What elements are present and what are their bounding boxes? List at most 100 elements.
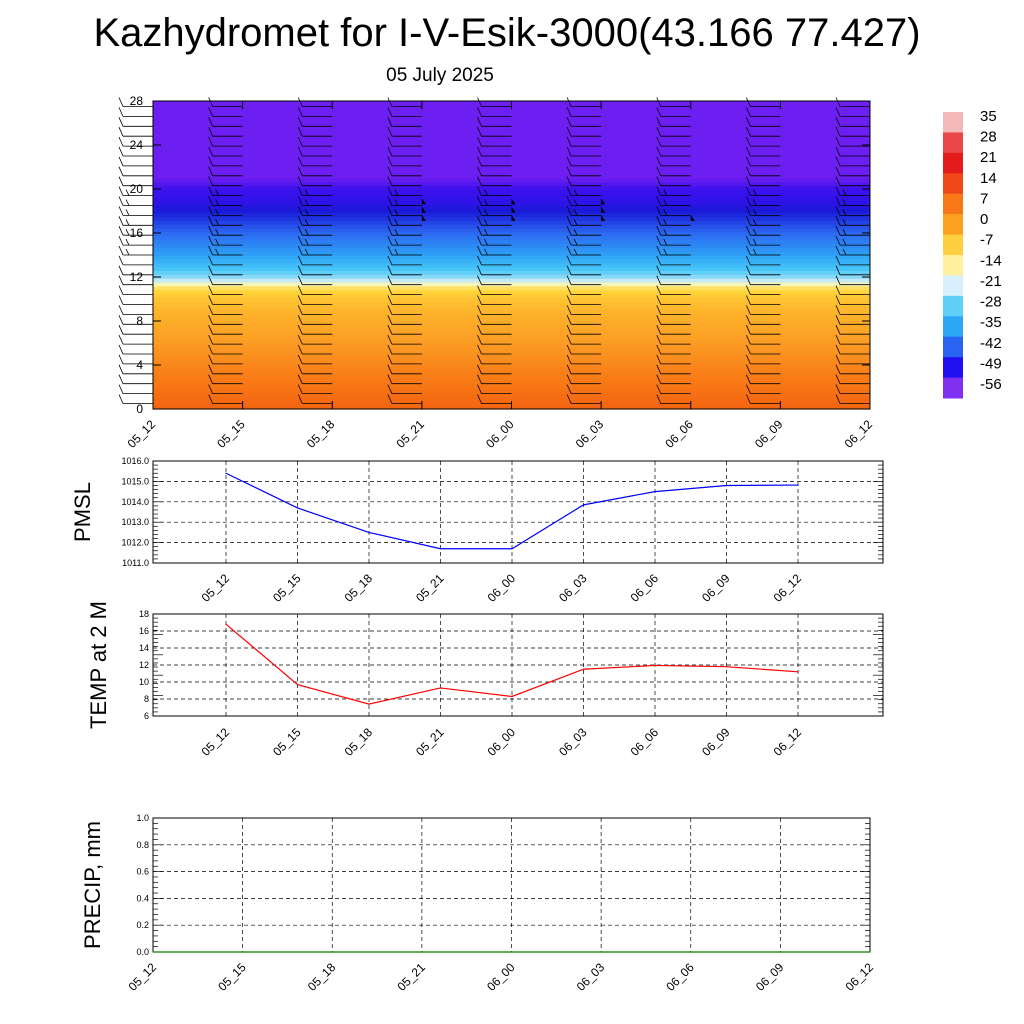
heatmap-band [153,289,870,295]
wind-barb-flag [477,334,482,345]
heatmap-band [153,351,870,356]
heatmap-band [153,308,870,314]
wind-barb-flag [118,156,124,167]
wind-barb-flag [477,166,482,176]
wind-barb-flag [566,295,572,305]
x-tick-label: 06_06 [663,960,697,994]
wind-barb-flag [746,334,751,345]
colorbar-label: 0 [980,211,988,228]
wind-barb-flag [663,199,668,206]
wind-barb-flag [394,219,399,226]
wind-barb-flag [566,245,572,256]
wind-barb-flag [663,209,668,216]
wind-barb-flag [208,107,213,117]
x-tick-label: 05_21 [394,960,428,994]
wind-barb-flag [118,344,124,355]
heatmap-band [153,108,870,114]
wind-barb-flag [842,229,847,236]
wind-barb-flag [656,146,662,157]
wind-barb-flag [566,285,572,295]
heatmap-band [153,324,870,329]
x-tick-label: 05_12 [125,417,159,451]
y-tick-label: 10 [139,677,149,687]
heatmap-band [153,143,870,148]
wind-barb-flag [208,374,213,384]
wind-barb-flag [842,248,847,256]
data-point [582,504,585,506]
wind-barb-flag [842,209,847,216]
x-tick-label: 05_21 [413,725,447,759]
wind-barb-flag [656,176,662,186]
wind-barb-flag [387,354,393,365]
wind-barb-flag [835,305,841,315]
wind-barb-flag [656,325,662,335]
heatmap-band [153,170,870,175]
x-tick-label: 05_18 [305,960,339,994]
wind-barb-flag [297,176,303,186]
wind-barb-flag [118,265,124,275]
wind-barb-flag [118,166,124,176]
data-point [225,623,227,625]
colorbar-swatch [943,295,963,317]
wind-barb-flag [835,97,841,107]
data-point [242,951,244,953]
x-tick-label: 06_12 [842,417,876,451]
wind-barb-flag [387,394,393,404]
wind-barb-flag [835,255,841,266]
wind-barb-flag [746,226,751,236]
heatmap-band [153,116,870,121]
wind-barb-flag [566,394,572,404]
wind-barb-flag [573,209,578,216]
wind-barb-flag [753,189,757,196]
wind-barb-flag [566,107,572,117]
heatmap-band [153,255,870,260]
wind-barb-flag [746,146,751,157]
wind-barb-flag [208,255,213,266]
y-tick-label: 20 [130,182,144,196]
y-tick-label: 1012.0 [121,538,149,548]
wind-barb-flag [566,206,572,216]
wind-barb-flag [835,226,841,236]
wind-barb-flag [656,384,662,394]
wind-barb-flag [297,245,303,256]
wind-barb-flag [835,364,841,374]
colorbar-swatch [943,357,963,379]
wind-barb-flag [835,127,841,137]
wind-barb-flag [656,344,662,355]
wind-barb-flag [297,285,303,295]
wind-barb-flag [387,295,393,305]
heatmap-band [153,112,870,117]
wind-pennant [601,214,606,221]
wind-barb-flag [208,354,213,365]
wind-barb-flag [746,117,751,127]
chart-subtitle: 05 July 2025 [386,65,494,86]
wind-barb-flag [297,334,303,345]
wind-barb-flag [118,226,124,236]
data-point [510,951,513,953]
wind-barb-flag [304,209,309,216]
wind-barb-flag [566,136,572,147]
wind-barb-flag [118,97,124,107]
panel-frame [152,613,884,717]
x-tick-label: 06_12 [771,571,805,605]
wind-barb-flag [394,209,399,216]
wind-barb-flag [656,364,662,374]
wind-barb-flag [387,315,393,325]
wind-barb-column [835,97,870,404]
wind-pennant [511,206,516,213]
wind-barb-flag [297,295,303,305]
wind-barb-flag [208,97,213,107]
y-axis-label: PMSL [70,482,95,542]
heatmap-band [153,316,870,322]
wind-barb-flag [573,189,578,196]
wind-barb-flag [656,216,662,226]
wind-barb-flag [656,255,662,266]
data-point [152,951,154,953]
x-tick-label: 06_12 [843,960,877,994]
wind-barb-flag [484,199,488,206]
x-tick-label: 05_15 [215,960,249,994]
wind-barb-flag [304,248,309,256]
heatmap-band [153,212,870,218]
wind-barb-flag [746,285,751,295]
